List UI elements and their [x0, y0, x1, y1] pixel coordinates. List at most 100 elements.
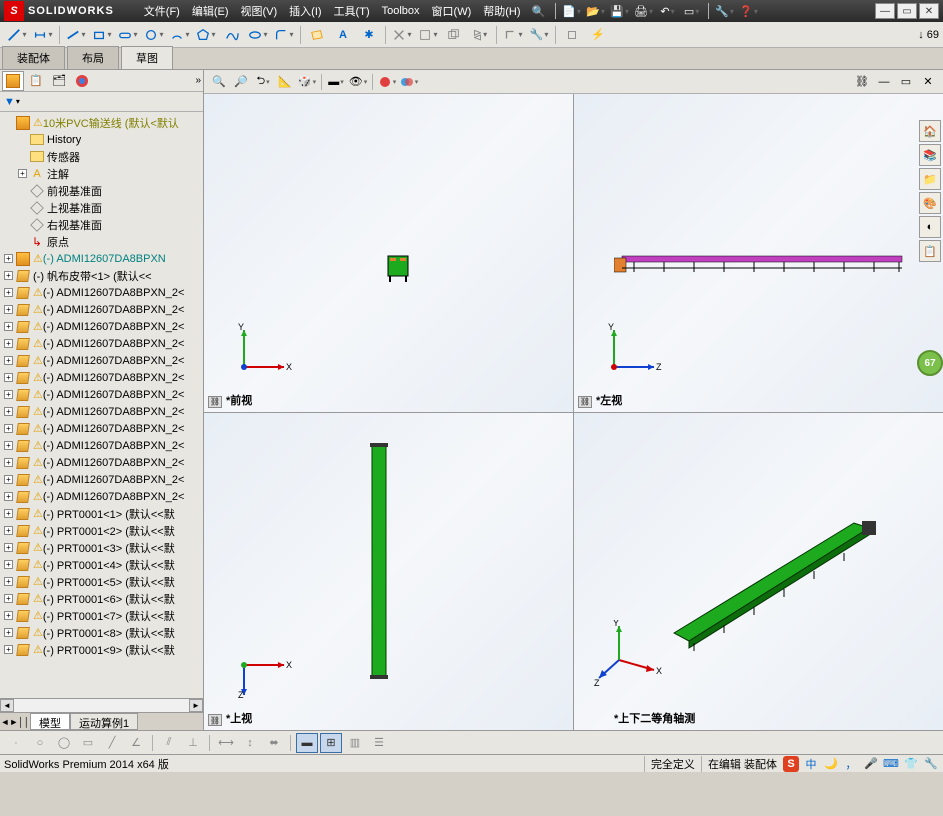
- tree-origin[interactable]: ↳ 原点: [0, 233, 203, 250]
- vp-max-icon[interactable]: ▭: [896, 72, 916, 92]
- single-view-icon[interactable]: ▬: [296, 733, 318, 753]
- arc-button[interactable]: [168, 24, 192, 46]
- vp-min-icon[interactable]: —: [874, 72, 894, 92]
- vp-close-icon[interactable]: ✕: [918, 72, 938, 92]
- list-view-icon[interactable]: ☰: [368, 733, 390, 753]
- tree-component[interactable]: +⚠(-) ADMI12607DA8BPXN_2<: [0, 335, 203, 352]
- toolbox-icon[interactable]: 🔧: [923, 756, 939, 772]
- undo-button[interactable]: ↶: [657, 1, 679, 21]
- viewport-top[interactable]: X Z ⛓ *上视: [204, 413, 573, 731]
- line-icon[interactable]: ╱: [101, 733, 123, 753]
- vdim-icon[interactable]: ↕: [239, 733, 261, 753]
- polygon-button[interactable]: [194, 24, 218, 46]
- open-button[interactable]: 📂: [585, 1, 607, 21]
- hide-show-icon[interactable]: 👁: [348, 72, 368, 92]
- trim-button[interactable]: [390, 24, 414, 46]
- tab-motion[interactable]: 运动算例1: [70, 713, 138, 730]
- text-button[interactable]: A: [331, 24, 355, 46]
- zoom-fit-icon[interactable]: 🔍: [209, 72, 229, 92]
- feature-tree[interactable]: ⚠ 10米PVC输送线 (默认<默认 History 传感器 +A 注解 前视基…: [0, 112, 203, 698]
- tree-component[interactable]: +⚠(-) PRT0001<7> (默认<<默: [0, 607, 203, 624]
- menu-window[interactable]: 窗口(W): [426, 1, 478, 21]
- circle-icon[interactable]: ◯: [53, 733, 75, 753]
- four-view-icon[interactable]: ⊞: [320, 733, 342, 753]
- ime-icon[interactable]: S: [783, 756, 799, 772]
- skin-icon[interactable]: 👕: [903, 756, 919, 772]
- keyboard-icon[interactable]: ⌨: [883, 756, 899, 772]
- file-explorer-icon[interactable]: 📁: [919, 168, 941, 190]
- menu-edit[interactable]: 编辑(E): [186, 1, 235, 21]
- mirror-button[interactable]: ⧎: [468, 24, 492, 46]
- tree-component[interactable]: +⚠(-) PRT0001<1> (默认<<默: [0, 505, 203, 522]
- rectangle-button[interactable]: [90, 24, 114, 46]
- viewport-left[interactable]: Z Y ⛓ *左视: [574, 94, 943, 412]
- point-icon[interactable]: ·: [5, 733, 27, 753]
- link-icon[interactable]: ⛓: [208, 396, 222, 408]
- tree-component[interactable]: +⚠(-) PRT0001<5> (默认<<默: [0, 573, 203, 590]
- perp-icon[interactable]: ⊥: [182, 733, 204, 753]
- options-button[interactable]: ❓: [738, 1, 760, 21]
- design-lib-icon[interactable]: 📚: [919, 144, 941, 166]
- tab-assembly[interactable]: 装配体: [2, 46, 65, 69]
- tree-component[interactable]: +⚠(-) ADMI12607DA8BPXN_2<: [0, 318, 203, 335]
- fillet-button[interactable]: [272, 24, 296, 46]
- view-palette-icon[interactable]: 🎨: [919, 192, 941, 214]
- display-style-icon[interactable]: ▬: [326, 72, 346, 92]
- line-button[interactable]: [64, 24, 88, 46]
- smart-dim-button[interactable]: [31, 24, 55, 46]
- tree-component[interactable]: +⚠(-) ADMI12607DA8BPXN_2<: [0, 386, 203, 403]
- tab-model[interactable]: 模型: [30, 713, 70, 730]
- section-icon[interactable]: 📐: [275, 72, 295, 92]
- tree-component[interactable]: +⚠(-) ADMI12607DA8BPXN_2<: [0, 454, 203, 471]
- angle-icon[interactable]: ∠: [125, 733, 147, 753]
- menu-insert[interactable]: 插入(I): [283, 1, 327, 21]
- tree-component[interactable]: +⚠(-) PRT0001<4> (默认<<默: [0, 556, 203, 573]
- link-views-icon[interactable]: ⛓: [852, 72, 872, 92]
- viewport-front[interactable]: X Y ⛓ *前视: [204, 94, 573, 412]
- menu-toolbox[interactable]: Toolbox: [376, 3, 426, 19]
- mic-icon[interactable]: 🎤: [863, 756, 879, 772]
- save-button[interactable]: 💾: [609, 1, 631, 21]
- repair-button[interactable]: 🔧: [527, 24, 551, 46]
- tree-sensors[interactable]: 传感器: [0, 148, 203, 165]
- point-button[interactable]: ✱: [357, 24, 381, 46]
- rebuild-button[interactable]: 🔧: [714, 1, 736, 21]
- tree-component[interactable]: +⚠(-) PRT0001<8> (默认<<默: [0, 624, 203, 641]
- moon-icon[interactable]: 🌙: [823, 756, 839, 772]
- scroll-right[interactable]: ►: [189, 699, 203, 712]
- link-icon[interactable]: ⛓: [578, 396, 592, 408]
- tree-component[interactable]: +⚠(-) ADMI12607DA8BPXN_2<: [0, 369, 203, 386]
- tree-right-plane[interactable]: 右视基准面: [0, 216, 203, 233]
- tree-component[interactable]: +⚠(-) PRT0001<2> (默认<<默: [0, 522, 203, 539]
- spline-button[interactable]: [220, 24, 244, 46]
- link-icon[interactable]: ⛓: [208, 714, 222, 726]
- scroll-left[interactable]: ◄: [0, 699, 14, 712]
- tree-component[interactable]: +⚠(-) ADMI12607DA8BPXN_2<: [0, 420, 203, 437]
- tree-hscroll[interactable]: ◄ ►: [0, 698, 203, 712]
- rect-icon[interactable]: ▭: [77, 733, 99, 753]
- select-icon[interactable]: ○: [29, 733, 51, 753]
- new-doc-button[interactable]: 📄: [561, 1, 583, 21]
- select-button[interactable]: ▭: [681, 1, 703, 21]
- menu-tools[interactable]: 工具(T): [328, 1, 376, 21]
- scene-icon[interactable]: [377, 72, 397, 92]
- tab-layout[interactable]: 布局: [67, 46, 119, 69]
- zoom-area-icon[interactable]: 🔎: [231, 72, 251, 92]
- tree-root[interactable]: ⚠ 10米PVC输送线 (默认<默认: [0, 114, 203, 131]
- filter-icon[interactable]: ▼: [4, 96, 15, 108]
- custom-props-icon[interactable]: 📋: [919, 240, 941, 262]
- tree-component[interactable]: +⚠(-) ADMI12607DA8BPXN_2<: [0, 488, 203, 505]
- dim-icon[interactable]: ⬌: [263, 733, 285, 753]
- update-badge[interactable]: ↓ 69: [918, 29, 939, 41]
- minimize-button[interactable]: —: [875, 3, 895, 19]
- plane-button[interactable]: [305, 24, 329, 46]
- tab-sketch[interactable]: 草图: [121, 46, 173, 69]
- tree-history[interactable]: History: [0, 131, 203, 148]
- notification-badge[interactable]: 67: [917, 350, 943, 376]
- tree-front-plane[interactable]: 前视基准面: [0, 182, 203, 199]
- two-view-icon[interactable]: ▥: [344, 733, 366, 753]
- circle-button[interactable]: [142, 24, 166, 46]
- tree-belt[interactable]: + (-) 帆布皮带<1> (默认<<: [0, 267, 203, 284]
- tree-component[interactable]: +⚠(-) ADMI12607DA8BPXN_2<: [0, 352, 203, 369]
- rapid-sketch-button[interactable]: ⚡: [586, 24, 610, 46]
